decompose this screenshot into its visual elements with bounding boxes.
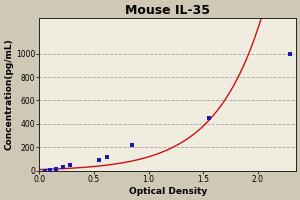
- Title: Mouse IL-35: Mouse IL-35: [125, 4, 210, 17]
- X-axis label: Optical Density: Optical Density: [128, 187, 207, 196]
- Point: [206, 116, 211, 120]
- Point: [61, 166, 66, 169]
- Point: [97, 158, 102, 161]
- Point: [53, 167, 58, 170]
- Point: [43, 169, 47, 172]
- Point: [130, 143, 135, 147]
- Y-axis label: Concentration(pg/mL): Concentration(pg/mL): [4, 39, 13, 150]
- Point: [288, 52, 293, 55]
- Point: [105, 155, 110, 158]
- Point: [48, 168, 53, 172]
- Point: [68, 163, 72, 167]
